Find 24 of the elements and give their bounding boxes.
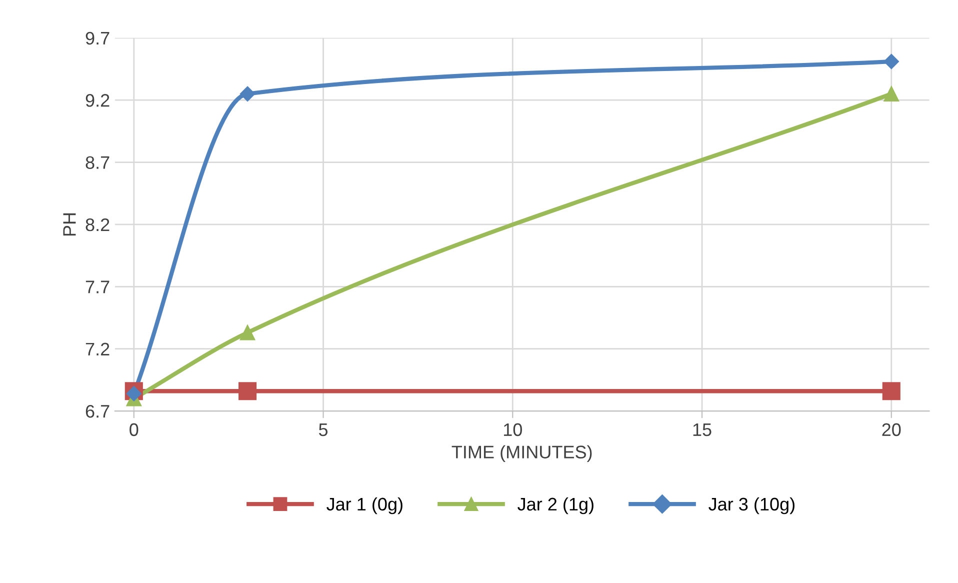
- y-tick-label: 9.2: [86, 94, 110, 107]
- y-axis-title: PH: [63, 213, 76, 236]
- y-tick-label: 9.7: [86, 32, 110, 45]
- point: [884, 54, 899, 70]
- y-tick-label: 8.2: [86, 218, 110, 232]
- point: [882, 382, 900, 400]
- legend-label: Jar 1 (0g): [326, 497, 402, 514]
- x-tick-label: 10: [504, 423, 522, 436]
- point: [884, 86, 900, 102]
- x-axis-title: TIME (MINUTES): [452, 445, 592, 462]
- y-tick-label: 6.7: [86, 404, 110, 418]
- y-tick-label: 7.7: [86, 280, 110, 294]
- point: [126, 386, 142, 402]
- x-tick-label: 20: [882, 423, 901, 436]
- x-tick-label: 0: [130, 423, 138, 436]
- x-tick-label: 15: [693, 423, 712, 436]
- point: [240, 86, 256, 102]
- x-tick-label: 5: [318, 423, 328, 436]
- y-tick-label: 8.7: [86, 156, 110, 169]
- point: [240, 325, 256, 340]
- legend-label: Jar 2 (1g): [518, 497, 594, 514]
- y-tick-label: 7.2: [86, 342, 110, 356]
- point: [238, 382, 257, 400]
- legend-label: Jar 3 (10g): [708, 497, 794, 514]
